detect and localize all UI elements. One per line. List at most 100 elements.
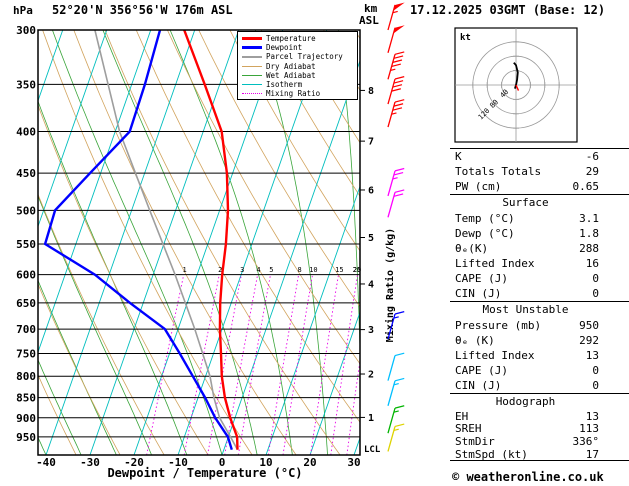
mixing-ratio-line-swatch [242,93,262,95]
panel-row: CAPE (J) 0 [450,271,629,286]
dry-adiabat-line-swatch [242,65,262,67]
svg-text:550: 550 [16,238,36,251]
panel-row: CAPE (J) 0 [450,363,629,378]
svg-text:900: 900 [16,412,36,425]
sounding-profiles [43,30,239,451]
panel-row-label: SREH [455,422,482,436]
panel-divider [450,148,629,149]
wind-barb [387,25,405,53]
legend-item-label: Parcel Trajectory [266,52,343,62]
svg-text:25: 25 [353,266,361,274]
svg-text:8: 8 [297,266,301,274]
panel-row-value: 0 [592,287,599,300]
altitude-axis-unit-asl: ASL [359,14,379,27]
hodograph-unit-label: kt [460,33,471,43]
svg-text:2: 2 [368,370,374,381]
panel-row-label: StmSpd (kt) [455,447,528,461]
chart-border [37,29,361,456]
mixing-ratio-axis-label: Mixing Ratio (g/kg) [384,228,396,342]
legend-item: Dewpoint [242,43,357,52]
wet-adiabat-line-swatch [242,74,262,76]
svg-text:1: 1 [368,413,374,424]
legend-item: Parcel Trajectory [242,52,357,61]
copyright-label: © weatheronline.co.uk [452,470,604,484]
panel-divider [450,194,629,195]
panel-row: θₑ (K) 292 [450,333,629,348]
temperature-line-swatch [242,37,262,41]
legend-item-label: Mixing Ratio [266,89,321,99]
svg-text:6: 6 [368,185,374,196]
pressure-axis-unit: hPa [13,4,33,17]
svg-text:3: 3 [240,266,244,274]
wind-barbs [387,2,405,452]
panel-row: Lifted Index 13 [450,348,629,363]
panel-section-title: Hodograph [495,395,556,408]
wind-barb [387,311,405,340]
parcel-trajectory-curve [94,30,239,451]
svg-text:4: 4 [256,266,260,274]
svg-text:300: 300 [16,24,36,37]
panel-row-value: 292 [579,334,599,347]
panel-divider [450,393,629,394]
panel-row-value: 336° [572,434,600,448]
svg-text:500: 500 [16,204,36,217]
svg-text:15: 15 [335,266,343,274]
panel-row-value: 288 [579,242,599,255]
panel-row: StmSpd (kt) 17 [450,448,629,461]
wind-barb [387,189,405,218]
panel-row: CIN (J) 0 [450,286,629,301]
panel-divider [450,460,629,462]
svg-text:0: 0 [219,456,226,469]
panel-row-label: CAPE (J) [455,272,508,285]
wind-barb [387,423,405,452]
wind-barb [387,405,405,434]
panel-row-value: 1.8 [579,227,599,240]
panel-row-label: θₑ (K) [455,334,495,347]
panel-row: CIN (J) 0 [450,378,629,393]
svg-text:750: 750 [16,347,36,360]
chart-legend: Temperature Dewpoint Parcel Trajectory Dry … [237,31,358,100]
panel-row-label: Totals Totals [455,165,542,178]
svg-text:4: 4 [368,279,374,290]
panel-row-value: 13 [585,349,599,362]
panel-row-value: 113 [579,422,599,436]
panel-row-value: 17 [585,447,599,461]
panel-row-label: CIN (J) [455,379,502,392]
svg-text:600: 600 [16,269,36,282]
panel-divider [450,301,629,302]
wind-barb [387,167,405,197]
svg-text:-30: -30 [80,456,100,469]
panel-row: Dewp (°C) 1.8 [450,226,629,241]
altitude-axis-unit-km: km [364,2,378,15]
panel-row-value: 16 [585,257,599,270]
svg-text:5: 5 [269,266,273,274]
panel-row-value: 0.65 [572,180,600,193]
lcl-label: LCL [364,445,381,455]
panel-row-value: 0 [592,379,599,392]
panel-section-title: Most Unstable [482,303,569,316]
panel-row-label: StmDir [455,434,495,448]
panel-row-value: 3.1 [579,212,599,225]
svg-text:5: 5 [368,233,374,244]
legend-item-label: Isotherm [266,80,303,90]
page-title-location: 52°20'N 356°56'W 176m ASL [52,3,233,17]
svg-text:400: 400 [16,126,36,139]
svg-text:1: 1 [183,266,187,274]
panel-row-label: Temp (°C) [455,212,515,225]
axis-tick-labels: 3003504004505005506006507007508008509009… [16,24,396,469]
svg-text:40: 40 [499,88,511,100]
panel-row-value: 29 [585,165,599,178]
svg-text:-10: -10 [168,456,188,469]
temperature-axis-label: Dewpoint / Temperature (°C) [107,466,303,480]
panel-row: PW (cm) 0.65 [450,179,629,194]
panel-row-label: CIN (J) [455,287,502,300]
svg-text:700: 700 [16,323,36,336]
legend-item: Wet Adiabat [242,71,357,80]
parcel-trajectory-line-swatch [242,55,262,58]
dewpoint-line-swatch [242,46,262,50]
svg-text:850: 850 [16,392,36,405]
wind-barb [387,76,405,105]
indices-panel: K -6 Totals Totals 29 PW (cm) 0.65 Surface Temp… [450,148,629,462]
